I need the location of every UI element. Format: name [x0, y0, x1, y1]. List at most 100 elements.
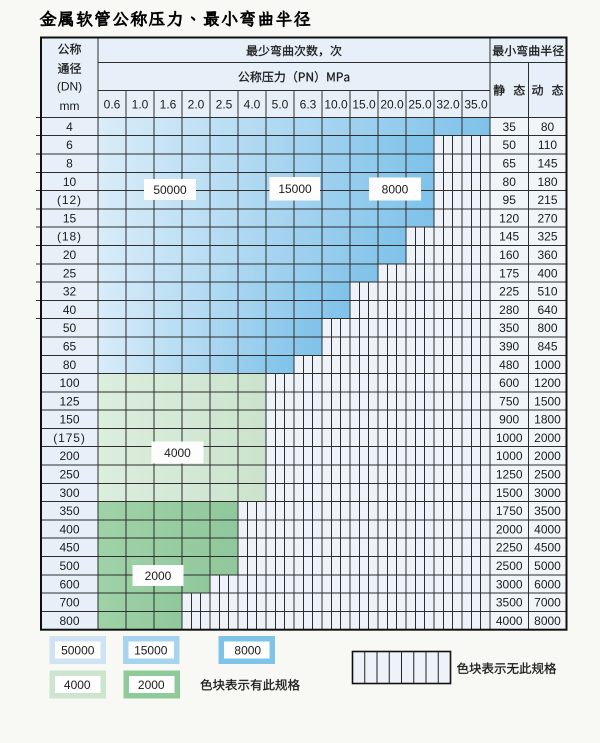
svg-text:845: 845	[537, 339, 557, 353]
svg-text:250: 250	[59, 468, 79, 482]
svg-text:3000: 3000	[496, 577, 523, 591]
svg-text:1000: 1000	[496, 431, 523, 445]
svg-text:110: 110	[538, 138, 557, 152]
svg-text:3500: 3500	[534, 504, 561, 518]
svg-text:6: 6	[66, 138, 73, 152]
svg-text:4000: 4000	[534, 522, 561, 536]
svg-text:350: 350	[499, 321, 519, 335]
svg-text:32: 32	[63, 285, 77, 299]
svg-text:900: 900	[499, 413, 519, 427]
svg-text:640: 640	[537, 303, 557, 317]
svg-text:1000: 1000	[534, 358, 561, 372]
svg-text:800: 800	[59, 614, 79, 628]
svg-text:125: 125	[59, 394, 79, 408]
svg-text:40: 40	[63, 303, 77, 317]
svg-text:50: 50	[63, 321, 77, 335]
svg-text:4000: 4000	[64, 678, 91, 692]
svg-text:35.0: 35.0	[464, 97, 488, 111]
svg-text:15000: 15000	[134, 643, 168, 657]
svg-text:2000: 2000	[534, 431, 561, 445]
svg-text:510: 510	[537, 285, 557, 299]
svg-text:6.3: 6.3	[300, 97, 317, 111]
svg-text:95: 95	[503, 193, 517, 207]
svg-text:2000: 2000	[145, 569, 172, 583]
svg-text:325: 325	[537, 230, 557, 244]
svg-text:4500: 4500	[534, 541, 561, 555]
svg-text:280: 280	[499, 303, 519, 317]
svg-text:(12): (12)	[57, 193, 82, 207]
svg-text:3500: 3500	[496, 596, 523, 610]
svg-text:4: 4	[66, 120, 73, 134]
svg-text:480: 480	[499, 358, 519, 372]
svg-text:80: 80	[503, 175, 517, 189]
svg-text:10: 10	[63, 175, 77, 189]
svg-text:150: 150	[59, 413, 79, 427]
svg-text:80: 80	[541, 120, 555, 134]
svg-text:1200: 1200	[534, 376, 561, 390]
svg-text:4.0: 4.0	[244, 97, 261, 111]
svg-text:350: 350	[59, 504, 79, 518]
svg-text:600: 600	[59, 577, 79, 591]
svg-text:390: 390	[499, 339, 519, 353]
svg-text:65: 65	[503, 156, 517, 170]
svg-text:100: 100	[59, 376, 79, 390]
svg-text:25: 25	[63, 266, 77, 280]
svg-text:450: 450	[59, 541, 79, 555]
svg-text:3000: 3000	[534, 486, 561, 500]
svg-text:32.0: 32.0	[436, 97, 460, 111]
svg-text:80: 80	[63, 358, 77, 372]
svg-text:145: 145	[499, 230, 519, 244]
svg-text:270: 270	[537, 211, 557, 225]
svg-text:50000: 50000	[153, 183, 187, 197]
svg-text:mm: mm	[60, 99, 80, 113]
svg-text:5.0: 5.0	[272, 97, 289, 111]
svg-text:145: 145	[537, 156, 557, 170]
svg-text:20: 20	[63, 248, 77, 262]
svg-text:800: 800	[537, 321, 557, 335]
svg-text:(18): (18)	[57, 230, 82, 244]
svg-text:180: 180	[537, 175, 557, 189]
svg-text:0.6: 0.6	[104, 97, 121, 111]
svg-text:1000: 1000	[496, 449, 523, 463]
svg-text:500: 500	[59, 559, 79, 573]
svg-text:2.5: 2.5	[216, 97, 233, 111]
svg-text:215: 215	[537, 193, 557, 207]
svg-text:400: 400	[59, 522, 79, 536]
svg-text:1800: 1800	[534, 413, 561, 427]
svg-text:2500: 2500	[496, 559, 523, 573]
svg-text:400: 400	[537, 266, 557, 280]
svg-text:35: 35	[503, 120, 517, 134]
svg-text:5000: 5000	[534, 559, 561, 573]
svg-text:10.0: 10.0	[324, 97, 348, 111]
svg-text:1500: 1500	[534, 394, 561, 408]
svg-text:15000: 15000	[278, 182, 312, 196]
svg-text:225: 225	[499, 285, 519, 299]
svg-text:(175): (175)	[53, 431, 86, 445]
svg-text:1500: 1500	[496, 486, 523, 500]
svg-text:1250: 1250	[496, 468, 523, 482]
svg-text:4000: 4000	[496, 614, 523, 628]
svg-text:1.6: 1.6	[160, 97, 177, 111]
svg-text:1750: 1750	[496, 504, 523, 518]
svg-text:8000: 8000	[382, 182, 409, 196]
svg-text:15.0: 15.0	[352, 97, 376, 111]
svg-text:2000: 2000	[138, 678, 165, 692]
svg-text:2500: 2500	[534, 468, 561, 482]
svg-text:8: 8	[66, 156, 73, 170]
svg-text:8000: 8000	[234, 643, 261, 657]
svg-text:2000: 2000	[496, 522, 523, 536]
svg-text:175: 175	[499, 266, 519, 280]
svg-text:1.0: 1.0	[132, 97, 149, 111]
svg-text:8000: 8000	[534, 614, 561, 628]
svg-text:200: 200	[59, 449, 79, 463]
svg-text:50000: 50000	[61, 643, 95, 657]
svg-text:65: 65	[63, 339, 77, 353]
svg-text:700: 700	[59, 596, 79, 610]
svg-text:6000: 6000	[534, 577, 561, 591]
svg-text:25.0: 25.0	[408, 97, 432, 111]
svg-text:50: 50	[503, 138, 517, 152]
svg-text:2.0: 2.0	[188, 97, 205, 111]
svg-text:750: 750	[499, 394, 519, 408]
svg-text:2250: 2250	[496, 541, 523, 555]
svg-text:2000: 2000	[534, 449, 561, 463]
